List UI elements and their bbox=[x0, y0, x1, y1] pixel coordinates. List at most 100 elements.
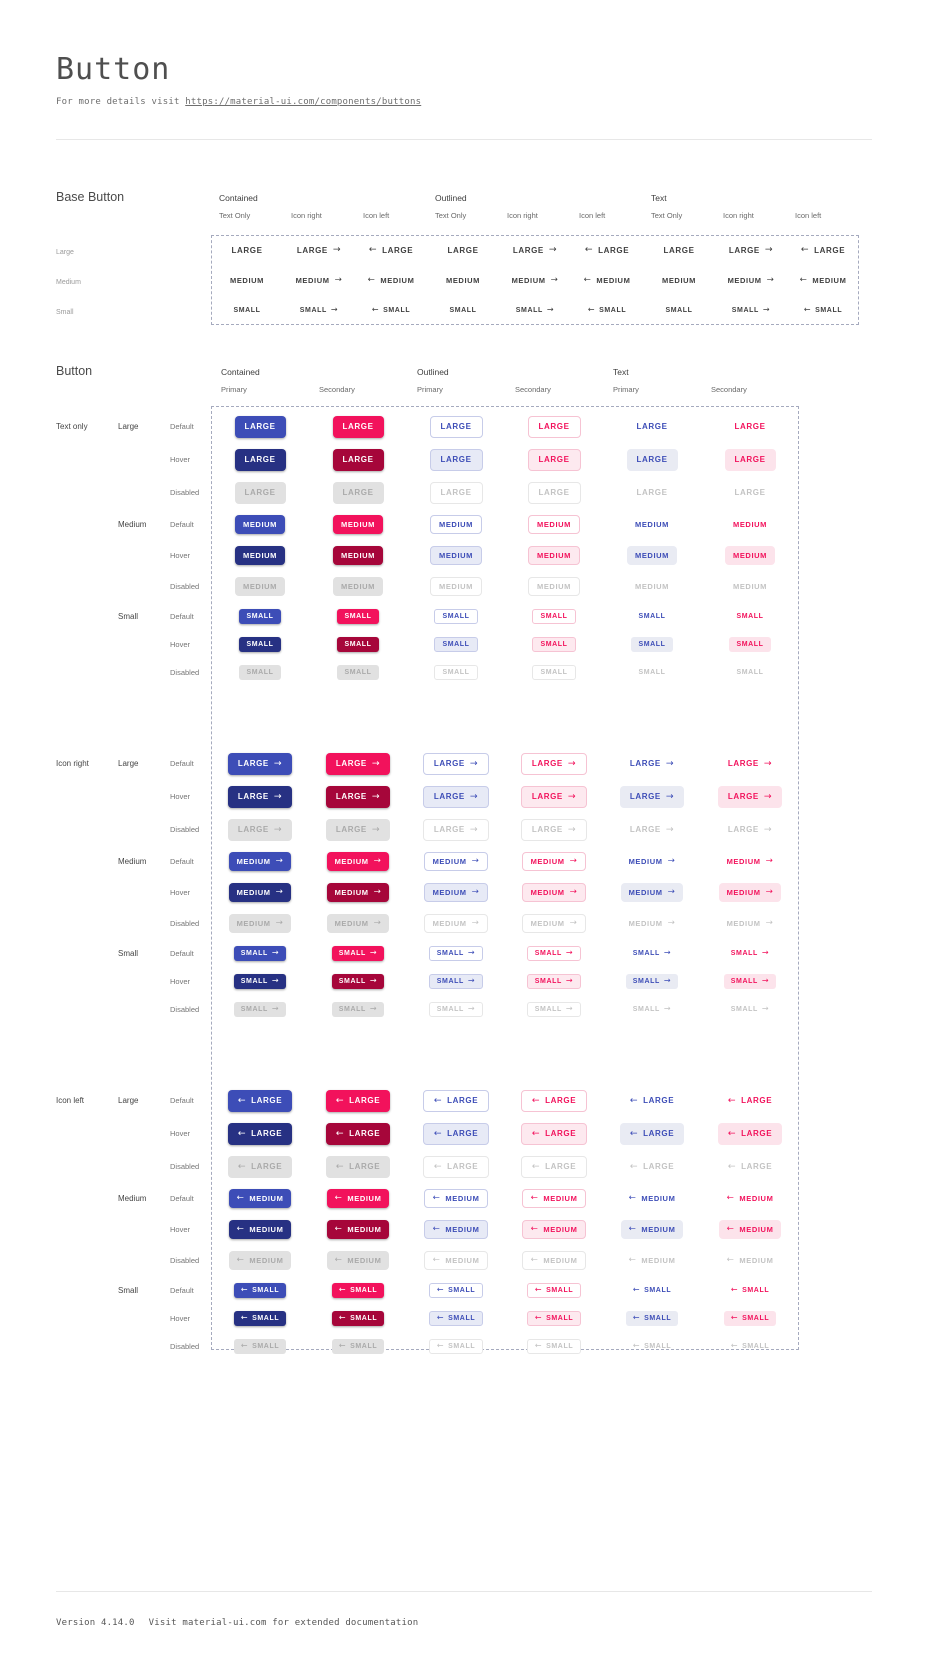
text-secondary-icon-right-large-default-button[interactable]: LARGE → bbox=[718, 753, 782, 775]
text-secondary-icon-right-medium-default-button[interactable]: MEDIUM → bbox=[719, 852, 782, 871]
outlined-primary-icon-right-small-hover-button[interactable]: SMALL → bbox=[428, 973, 484, 989]
text-primary-icon-right-large-default-button[interactable]: LARGE → bbox=[620, 753, 684, 775]
outlined-secondary-icon-left-medium-hover-button[interactable]: ← MEDIUM bbox=[521, 1220, 587, 1239]
text-primary-text-only-small-default-button[interactable]: SMALL bbox=[631, 609, 672, 624]
base-contained-icon-left-medium-button[interactable]: ← MEDIUM bbox=[364, 271, 419, 290]
base-contained-icon-right-medium-button[interactable]: MEDIUM → bbox=[292, 271, 347, 290]
outlined-secondary-icon-right-medium-hover-button[interactable]: MEDIUM → bbox=[521, 883, 587, 902]
text-primary-icon-right-medium-hover-button[interactable]: MEDIUM → bbox=[620, 883, 684, 902]
contained-secondary-text-only-large-hover-button[interactable]: LARGE bbox=[332, 448, 384, 471]
base-outlined-icon-right-small-button[interactable]: SMALL → bbox=[512, 303, 558, 318]
contained-primary-icon-right-small-default-button[interactable]: SMALL → bbox=[233, 945, 287, 961]
base-outlined-icon-right-large-button[interactable]: LARGE → bbox=[509, 239, 561, 261]
outlined-secondary-icon-right-medium-default-button[interactable]: MEDIUM → bbox=[521, 852, 587, 871]
text-primary-icon-left-large-hover-button[interactable]: ← LARGE bbox=[619, 1122, 685, 1145]
contained-primary-icon-left-medium-default-button[interactable]: ← MEDIUM bbox=[228, 1189, 292, 1208]
text-secondary-text-only-large-hover-button[interactable]: LARGE bbox=[724, 448, 776, 471]
outlined-primary-text-only-medium-default-button[interactable]: MEDIUM bbox=[429, 515, 482, 534]
contained-secondary-icon-right-small-default-button[interactable]: SMALL → bbox=[331, 945, 385, 961]
outlined-primary-icon-right-small-default-button[interactable]: SMALL → bbox=[428, 945, 484, 961]
outlined-secondary-text-only-medium-hover-button[interactable]: MEDIUM bbox=[527, 546, 580, 565]
outlined-primary-icon-left-medium-default-button[interactable]: ← MEDIUM bbox=[423, 1189, 489, 1208]
base-contained-icon-left-small-button[interactable]: ← SMALL bbox=[368, 303, 414, 318]
text-secondary-text-only-small-default-button[interactable]: SMALL bbox=[729, 609, 770, 624]
base-contained-text-only-medium-button[interactable]: MEDIUM bbox=[226, 271, 269, 290]
text-secondary-text-only-medium-default-button[interactable]: MEDIUM bbox=[725, 515, 775, 534]
contained-secondary-text-only-medium-hover-button[interactable]: MEDIUM bbox=[332, 546, 383, 565]
outlined-secondary-icon-right-small-hover-button[interactable]: SMALL → bbox=[526, 973, 582, 989]
contained-secondary-icon-left-medium-default-button[interactable]: ← MEDIUM bbox=[326, 1189, 390, 1208]
contained-primary-icon-left-large-hover-button[interactable]: ← LARGE bbox=[227, 1122, 293, 1145]
text-primary-icon-left-medium-hover-button[interactable]: ← MEDIUM bbox=[620, 1220, 684, 1239]
base-outlined-text-only-large-button[interactable]: LARGE bbox=[440, 239, 487, 261]
contained-primary-icon-right-medium-hover-button[interactable]: MEDIUM → bbox=[228, 883, 292, 902]
text-primary-text-only-small-hover-button[interactable]: SMALL bbox=[631, 636, 673, 652]
outlined-secondary-icon-right-large-default-button[interactable]: LARGE → bbox=[520, 752, 588, 775]
docs-link[interactable]: https://material-ui.com/components/butto… bbox=[185, 97, 422, 107]
contained-secondary-icon-right-medium-default-button[interactable]: MEDIUM → bbox=[326, 852, 390, 871]
base-outlined-text-only-medium-button[interactable]: MEDIUM bbox=[442, 271, 485, 290]
text-secondary-text-only-medium-hover-button[interactable]: MEDIUM bbox=[724, 546, 775, 565]
outlined-secondary-icon-left-small-hover-button[interactable]: ← SMALL bbox=[526, 1310, 582, 1326]
contained-secondary-icon-right-medium-hover-button[interactable]: MEDIUM → bbox=[326, 883, 390, 902]
contained-secondary-icon-left-small-hover-button[interactable]: ← SMALL bbox=[331, 1310, 385, 1326]
text-primary-icon-right-small-default-button[interactable]: SMALL → bbox=[626, 946, 678, 961]
outlined-secondary-text-only-small-hover-button[interactable]: SMALL bbox=[532, 636, 576, 652]
base-text-icon-left-medium-button[interactable]: ← MEDIUM bbox=[796, 271, 851, 290]
text-primary-text-only-medium-hover-button[interactable]: MEDIUM bbox=[626, 546, 677, 565]
text-primary-text-only-large-hover-button[interactable]: LARGE bbox=[626, 448, 678, 471]
base-text-icon-right-medium-button[interactable]: MEDIUM → bbox=[724, 271, 779, 290]
text-primary-icon-right-large-hover-button[interactable]: LARGE → bbox=[619, 785, 685, 808]
contained-secondary-icon-left-large-default-button[interactable]: ← LARGE bbox=[325, 1089, 391, 1112]
base-text-icon-left-large-button[interactable]: ← LARGE bbox=[797, 239, 849, 261]
base-text-text-only-large-button[interactable]: LARGE bbox=[656, 239, 703, 261]
outlined-primary-icon-right-medium-default-button[interactable]: MEDIUM → bbox=[423, 852, 489, 871]
base-text-text-only-medium-button[interactable]: MEDIUM bbox=[658, 271, 701, 290]
contained-secondary-icon-right-large-hover-button[interactable]: LARGE → bbox=[325, 785, 391, 808]
text-secondary-icon-right-small-default-button[interactable]: SMALL → bbox=[724, 946, 776, 961]
outlined-secondary-text-only-medium-default-button[interactable]: MEDIUM bbox=[527, 515, 580, 534]
outlined-primary-icon-right-large-hover-button[interactable]: LARGE → bbox=[422, 785, 490, 808]
outlined-primary-icon-left-large-default-button[interactable]: ← LARGE bbox=[422, 1089, 490, 1112]
text-primary-icon-left-small-hover-button[interactable]: ← SMALL bbox=[625, 1310, 679, 1326]
outlined-secondary-icon-left-small-default-button[interactable]: ← SMALL bbox=[526, 1282, 582, 1298]
outlined-primary-icon-left-large-hover-button[interactable]: ← LARGE bbox=[422, 1122, 490, 1145]
text-primary-text-only-medium-default-button[interactable]: MEDIUM bbox=[627, 515, 677, 534]
text-secondary-icon-left-medium-default-button[interactable]: ← MEDIUM bbox=[719, 1189, 782, 1208]
text-primary-text-only-large-default-button[interactable]: LARGE bbox=[627, 416, 678, 438]
outlined-primary-icon-left-small-hover-button[interactable]: ← SMALL bbox=[428, 1310, 484, 1326]
outlined-secondary-text-only-small-default-button[interactable]: SMALL bbox=[532, 608, 576, 624]
text-secondary-icon-right-small-hover-button[interactable]: SMALL → bbox=[723, 973, 777, 989]
outlined-primary-text-only-small-hover-button[interactable]: SMALL bbox=[434, 636, 478, 652]
contained-primary-text-only-large-hover-button[interactable]: LARGE bbox=[234, 448, 286, 471]
outlined-secondary-icon-left-large-hover-button[interactable]: ← LARGE bbox=[520, 1122, 588, 1145]
base-text-icon-right-small-button[interactable]: SMALL → bbox=[728, 303, 774, 318]
contained-primary-text-only-small-hover-button[interactable]: SMALL bbox=[239, 636, 281, 652]
contained-primary-icon-right-large-hover-button[interactable]: LARGE → bbox=[227, 785, 293, 808]
contained-secondary-text-only-small-hover-button[interactable]: SMALL bbox=[337, 636, 379, 652]
contained-secondary-text-only-large-default-button[interactable]: LARGE bbox=[332, 415, 384, 438]
contained-primary-icon-right-medium-default-button[interactable]: MEDIUM → bbox=[228, 852, 292, 871]
base-outlined-icon-left-large-button[interactable]: ← LARGE bbox=[581, 239, 633, 261]
contained-primary-icon-right-small-hover-button[interactable]: SMALL → bbox=[233, 973, 287, 989]
outlined-primary-icon-right-large-default-button[interactable]: LARGE → bbox=[422, 752, 490, 775]
text-primary-icon-right-medium-default-button[interactable]: MEDIUM → bbox=[621, 852, 684, 871]
text-secondary-icon-right-large-hover-button[interactable]: LARGE → bbox=[717, 785, 783, 808]
outlined-primary-text-only-large-hover-button[interactable]: LARGE bbox=[429, 448, 483, 471]
base-text-text-only-small-button[interactable]: SMALL bbox=[661, 303, 696, 318]
contained-primary-icon-left-small-default-button[interactable]: ← SMALL bbox=[233, 1282, 287, 1298]
outlined-secondary-icon-left-large-default-button[interactable]: ← LARGE bbox=[520, 1089, 588, 1112]
contained-primary-icon-left-medium-hover-button[interactable]: ← MEDIUM bbox=[228, 1220, 292, 1239]
outlined-secondary-text-only-large-default-button[interactable]: LARGE bbox=[527, 415, 581, 438]
outlined-primary-icon-left-medium-hover-button[interactable]: ← MEDIUM bbox=[423, 1220, 489, 1239]
text-secondary-icon-left-small-hover-button[interactable]: ← SMALL bbox=[723, 1310, 777, 1326]
outlined-primary-text-only-large-default-button[interactable]: LARGE bbox=[429, 415, 483, 438]
outlined-primary-icon-right-medium-hover-button[interactable]: MEDIUM → bbox=[423, 883, 489, 902]
contained-secondary-icon-left-medium-hover-button[interactable]: ← MEDIUM bbox=[326, 1220, 390, 1239]
outlined-secondary-icon-right-small-default-button[interactable]: SMALL → bbox=[526, 945, 582, 961]
contained-primary-icon-left-small-hover-button[interactable]: ← SMALL bbox=[233, 1310, 287, 1326]
outlined-primary-text-only-medium-hover-button[interactable]: MEDIUM bbox=[429, 546, 482, 565]
text-secondary-text-only-large-default-button[interactable]: LARGE bbox=[725, 416, 776, 438]
base-contained-icon-right-large-button[interactable]: LARGE → bbox=[293, 239, 345, 261]
text-primary-icon-right-small-hover-button[interactable]: SMALL → bbox=[625, 973, 679, 989]
